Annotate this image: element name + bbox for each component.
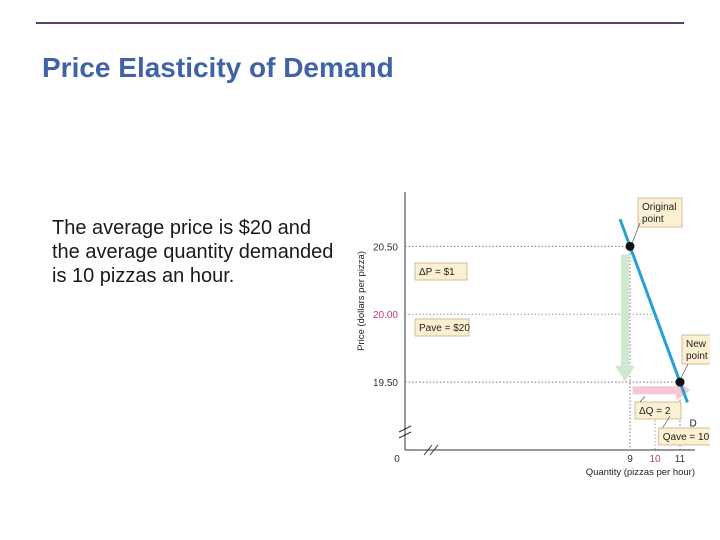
y-tick-label: 20.00 — [373, 310, 398, 321]
p-average-label: Pave = $20 — [414, 318, 470, 337]
quantity-change-arrow — [632, 386, 677, 395]
new-point-marker — [675, 377, 685, 387]
y-axis-label: Price (dollars per pizza) — [356, 251, 367, 351]
svg-text:Qave = 10: Qave = 10 — [663, 432, 710, 443]
x-tick-label: 10 — [649, 454, 661, 465]
y-axis-break-mark — [398, 425, 412, 439]
x-axis-break-mark — [423, 444, 439, 456]
original-point-marker — [625, 241, 635, 251]
price-change-arrow — [621, 254, 629, 366]
x-axis-label: Quantity (pizzas per hour) — [586, 467, 695, 478]
q-average-label: Qave = 10 — [658, 415, 710, 446]
demand-chart: Price (dollars per pizza) Quantity (pizza… — [356, 192, 710, 478]
price-change-arrowhead — [615, 365, 635, 382]
delta-q-label: ΔQ = 2 — [634, 396, 682, 420]
svg-text:point: point — [686, 351, 708, 362]
slide-title: Price Elasticity of Demand — [42, 52, 394, 83]
svg-text:New: New — [686, 339, 707, 350]
svg-text:ΔQ = 2: ΔQ = 2 — [639, 406, 671, 417]
y-tick-label: 19.50 — [373, 378, 398, 389]
y-tick-label: 20.50 — [373, 242, 398, 253]
x-tick-label: 9 — [627, 454, 633, 465]
svg-text:Original: Original — [642, 202, 676, 213]
x-tick-label: 0 — [394, 454, 400, 465]
svg-text:Pave = $20: Pave = $20 — [419, 323, 470, 334]
svg-text:point: point — [642, 214, 664, 225]
svg-text:ΔP = $1: ΔP = $1 — [419, 267, 455, 278]
slide-body-text: The average price is $20 and the average… — [52, 217, 334, 287]
x-tick-label: 11 — [675, 454, 686, 465]
demand-curve-label: D — [690, 418, 697, 429]
delta-p-label: ΔP = $1 — [414, 262, 468, 281]
title-rule — [36, 22, 684, 24]
